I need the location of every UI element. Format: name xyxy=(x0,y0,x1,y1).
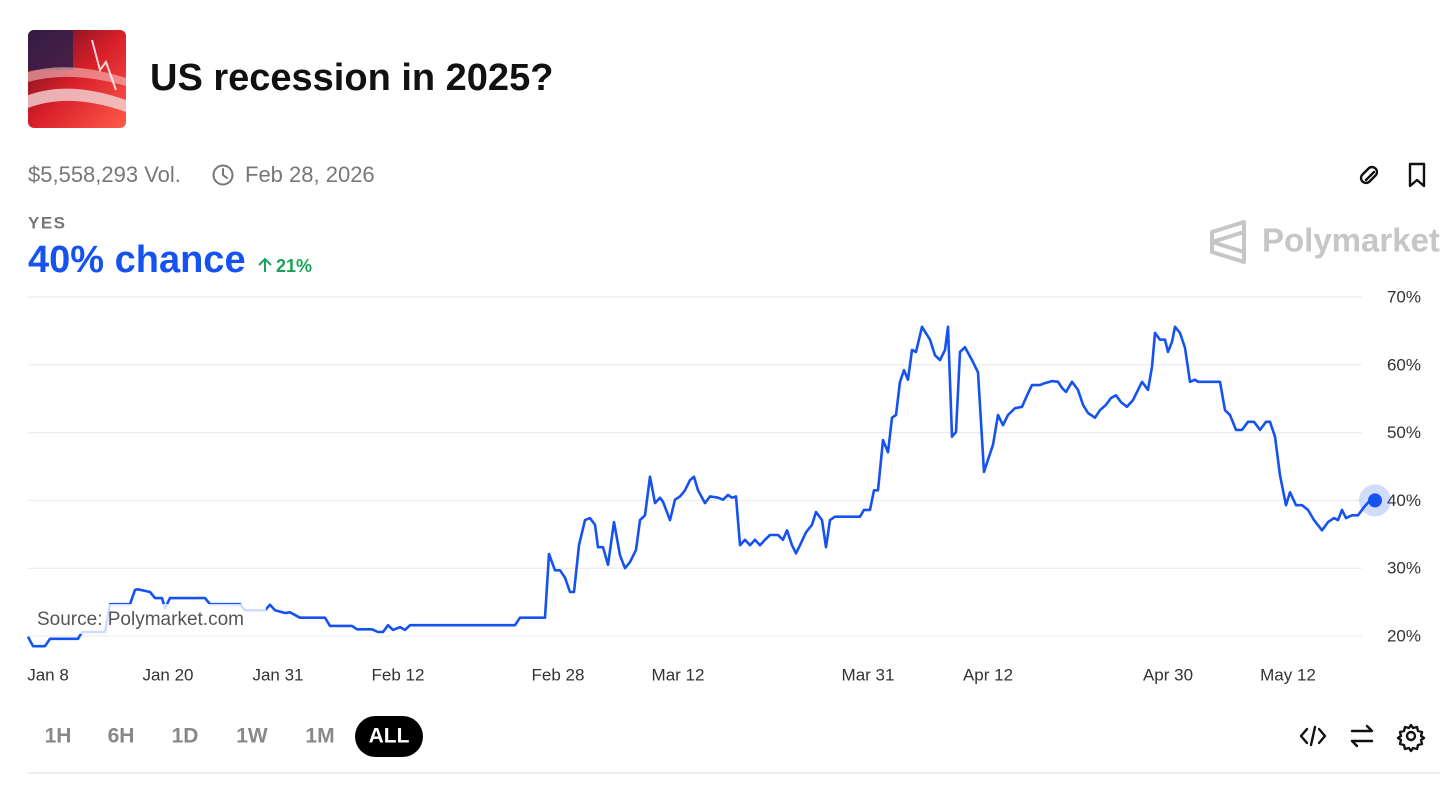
time-range-selector: 1H 6H 1D 1W 1M ALL xyxy=(45,716,423,757)
settings-button[interactable] xyxy=(1396,723,1426,753)
time-range-button[interactable]: ALL xyxy=(355,716,423,757)
time-range-button[interactable]: 1W xyxy=(236,725,268,748)
time-range-label: 6H xyxy=(108,725,135,748)
source-label-bg xyxy=(28,604,266,634)
x-tick-label: Apr 30 xyxy=(1143,665,1193,684)
swap-button[interactable] xyxy=(1350,724,1374,748)
x-tick-label: Jan 20 xyxy=(142,665,193,684)
time-range-button[interactable]: 1D xyxy=(172,725,199,748)
time-range-button[interactable]: 1H xyxy=(45,725,72,748)
x-tick-label: Jan 8 xyxy=(27,665,69,684)
x-tick-label: Feb 12 xyxy=(372,665,425,684)
y-tick-label: 20% xyxy=(1387,627,1421,646)
y-tick-label: 60% xyxy=(1387,355,1421,374)
brand-logo: Polymarket xyxy=(1210,220,1440,264)
y-tick-label: 70% xyxy=(1387,287,1421,306)
current-point xyxy=(1368,493,1382,508)
clock-icon xyxy=(212,164,234,186)
outcome-label: YES xyxy=(28,213,67,232)
market-image xyxy=(28,30,126,128)
time-range-label: 1W xyxy=(236,725,268,748)
time-range-label: ALL xyxy=(369,725,410,748)
embed-button[interactable] xyxy=(1299,725,1327,747)
y-tick-label: 40% xyxy=(1387,491,1421,510)
bookmark-button[interactable] xyxy=(1408,162,1426,188)
time-range-label: 1D xyxy=(172,725,199,748)
price-chart: 20% 30% 40% 50% 60% 70% Jan 8 Jan 20 Jan 31 Feb 1… xyxy=(26,287,1421,684)
x-tick-label: Apr 12 xyxy=(963,665,1013,684)
time-range-selected-bg xyxy=(355,716,423,757)
x-tick-label: Mar 31 xyxy=(842,665,895,684)
source-label: Source: Polymarket.com xyxy=(37,609,244,630)
y-tick-label: 50% xyxy=(1387,423,1421,442)
outcome-change: 21% xyxy=(276,256,312,276)
end-date: Feb 28, 2026 xyxy=(245,162,375,187)
time-range-label: 1H xyxy=(45,725,72,748)
copy-link-button[interactable] xyxy=(1359,165,1379,185)
market-title: US recession in 2025? xyxy=(150,57,553,99)
x-tick-label: Feb 28 xyxy=(532,665,585,684)
outcome-chance: 40% chance xyxy=(28,239,246,281)
time-range-button[interactable]: 1M xyxy=(305,725,334,748)
change-arrow xyxy=(258,257,272,272)
x-tick-label: May 12 xyxy=(1260,665,1316,684)
x-tick-label: Mar 12 xyxy=(652,665,705,684)
time-range-button[interactable]: 6H xyxy=(108,725,135,748)
brand-name: Polymarket xyxy=(1262,222,1440,259)
y-tick-label: 30% xyxy=(1387,559,1421,578)
price-line xyxy=(26,325,1375,648)
x-tick-label: Jan 31 xyxy=(252,665,303,684)
time-range-label: 1M xyxy=(305,725,334,748)
volume: $5,558,293 Vol. xyxy=(28,162,181,187)
